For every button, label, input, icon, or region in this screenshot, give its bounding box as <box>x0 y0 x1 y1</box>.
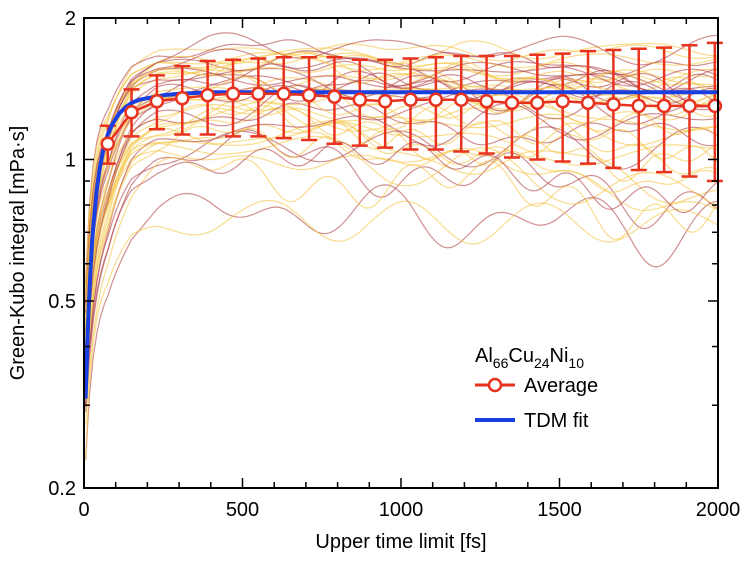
legend-title-cu: Cu <box>508 345 534 367</box>
average-marker <box>530 95 545 111</box>
average-marker <box>707 98 723 114</box>
sample-curve <box>85 125 718 393</box>
x-tick-label: 1500 <box>537 499 582 521</box>
tick-labels: 0 500 1000 1500 2000 0.2 0.5 1 2 <box>48 8 740 521</box>
legend-title-al: Al <box>475 345 493 367</box>
sample-curve <box>85 86 718 325</box>
average-marker <box>504 95 520 111</box>
legend-average-marker <box>487 377 503 393</box>
average-marker <box>352 92 368 107</box>
sample-curve <box>85 120 718 390</box>
sample-curve <box>85 43 718 296</box>
average-markers <box>100 86 723 152</box>
average-marker <box>479 94 494 109</box>
average-marker <box>124 105 139 120</box>
average-marker <box>377 94 393 109</box>
average-marker <box>301 87 317 103</box>
sample-curve <box>85 53 718 326</box>
legend-title: Al66Cu24Ni10 <box>475 345 584 371</box>
y-tick-label: 0.2 <box>48 478 76 500</box>
y-axis-label: Green-Kubo integral [mPa·s] <box>7 126 29 381</box>
x-tick-label: 1000 <box>379 499 424 521</box>
sample-curve <box>85 147 718 381</box>
average-marker <box>100 136 116 152</box>
sample-curve <box>85 122 718 377</box>
sample-curve <box>85 68 718 306</box>
sample-curve <box>85 107 718 362</box>
legend-title-al-sub: 66 <box>493 355 509 371</box>
sample-curve <box>85 74 718 346</box>
sample-curve <box>85 156 718 426</box>
x-tick-label: 500 <box>226 499 259 521</box>
sample-curve <box>85 102 718 399</box>
sample-curve <box>85 86 718 383</box>
average-marker <box>175 90 190 106</box>
sample-curve <box>85 199 718 461</box>
sample-curve <box>85 80 718 372</box>
average-marker <box>606 97 621 112</box>
legend-title-ni: Ni <box>550 345 569 367</box>
average-marker <box>656 98 672 114</box>
sample-curve <box>85 135 718 380</box>
average-marker <box>149 94 165 109</box>
legend: Al66Cu24Ni10 Average TDM fit <box>475 345 598 432</box>
x-tick-label: 2000 <box>696 499 741 521</box>
sample-curve <box>85 129 718 405</box>
average-marker <box>580 95 596 111</box>
average-marker <box>276 86 291 101</box>
average-marker <box>453 92 469 107</box>
sample-curve <box>85 51 718 288</box>
sample-curve <box>85 61 717 313</box>
x-axis-label: Upper time limit [fs] <box>315 531 486 553</box>
sample-curve <box>85 40 718 321</box>
y-tick-label: 1 <box>65 149 76 171</box>
legend-average-label: Average <box>524 375 598 397</box>
x-tick-label: 0 <box>78 499 89 521</box>
legend-fit-label: TDM fit <box>524 410 589 432</box>
average-marker <box>403 92 418 107</box>
axis-ticks <box>83 17 719 489</box>
y-tick-label: 2 <box>65 8 76 30</box>
tdm-fit-layer <box>83 90 718 399</box>
y-tick-label: 0.5 <box>48 291 76 313</box>
average-marker <box>631 98 646 114</box>
sample-curve <box>85 184 718 461</box>
sample-curve <box>85 101 718 367</box>
sample-curve <box>85 126 718 407</box>
sample-curve <box>85 48 718 305</box>
average-marker <box>555 94 570 109</box>
average-marker <box>200 87 215 103</box>
tdm-fit-line <box>83 90 718 399</box>
sample-curve <box>85 140 718 412</box>
legend-title-ni-sub: 10 <box>568 355 584 371</box>
average-marker <box>225 86 241 101</box>
legend-title-cu-sub: 24 <box>534 355 550 371</box>
average-marker <box>682 98 697 114</box>
average-marker <box>251 86 266 101</box>
sample-curve <box>85 124 718 375</box>
average-marker <box>428 92 444 107</box>
average-marker <box>327 89 342 104</box>
